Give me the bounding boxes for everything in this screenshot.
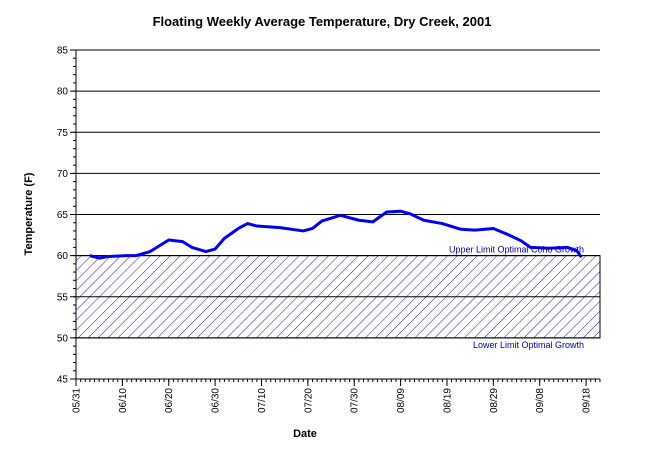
y-tick-label: 75 (57, 128, 69, 139)
y-tick-label: 70 (57, 169, 69, 180)
x-tick-label: 07/20 (303, 388, 314, 413)
y-axis-label: Temperature (F) (23, 172, 35, 255)
x-tick-label: 08/09 (396, 388, 407, 413)
y-tick-label: 60 (57, 251, 69, 262)
x-tick-label: 08/19 (442, 388, 453, 413)
x-axis-label: Date (293, 428, 317, 440)
x-tick-label: 06/30 (211, 388, 222, 413)
x-tick-label: 08/29 (489, 388, 500, 413)
band-lower-label: Lower Limit Optimal Growth (473, 340, 584, 350)
y-tick-label: 65 (57, 210, 69, 221)
y-tick-label: 80 (57, 87, 69, 98)
band-upper-label: Upper Limit Optimal Coho Growth (449, 245, 584, 255)
chart-title: Floating Weekly Average Temperature, Dry… (153, 14, 492, 29)
y-tick-label: 55 (57, 292, 69, 303)
x-tick-label: 06/10 (118, 388, 129, 413)
y-tick-label: 85 (57, 46, 69, 57)
x-tick-label: 05/31 (72, 388, 83, 413)
x-tick-label: 09/08 (535, 388, 546, 413)
series-line (89, 209, 583, 260)
x-tick-label: 06/20 (164, 388, 175, 413)
x-tick-label: 07/30 (350, 388, 361, 413)
y-tick-label: 45 (57, 375, 69, 386)
x-tick-label: 07/10 (257, 388, 268, 413)
x-tick-label: 09/18 (582, 388, 593, 413)
y-tick-label: 50 (57, 333, 69, 344)
